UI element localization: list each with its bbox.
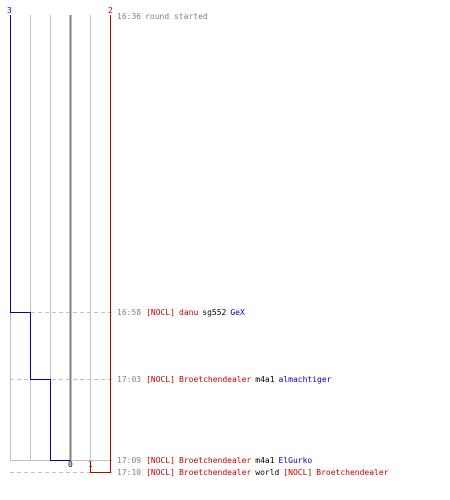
killer-name: Broetchendealer	[179, 375, 251, 384]
victim-name: Broetchendealer	[316, 468, 388, 477]
kill-event-row: 17:03 [NOCL] Broetchendealer m4a1 almachtige…	[117, 375, 332, 384]
kill-event-row: 16:58 [NOCL] danu sg552 GeX	[117, 308, 245, 317]
killer-clan-tag: [NOCL]	[146, 308, 175, 317]
killer-clan-tag: [NOCL]	[146, 456, 175, 465]
victim-name: ElGurko	[279, 456, 313, 465]
weapon-name: m4a1	[255, 375, 274, 384]
killer-name: danu	[179, 308, 198, 317]
kill-event-row: 17:10 [NOCL] Broetchendealer world [NOCL] Bro…	[117, 468, 389, 477]
log-time: 16:58	[117, 308, 141, 317]
killer-name: Broetchendealer	[179, 456, 251, 465]
red-team-line	[90, 15, 111, 473]
weapon-name: m4a1	[255, 456, 274, 465]
killer-clan-tag: [NOCL]	[146, 468, 175, 477]
victim-clan-tag: [NOCL]	[283, 468, 312, 477]
kill-event-row: 17:09 [NOCL] Broetchendealer m4a1 ElGurko	[117, 456, 312, 465]
log-time: 17:10	[117, 468, 141, 477]
killer-name: Broetchendealer	[179, 468, 251, 477]
weapon-name: world	[255, 468, 279, 477]
victim-name: almachtiger	[279, 375, 332, 384]
log-time: 17:03	[117, 375, 141, 384]
blue-count-label: 3	[7, 6, 12, 15]
blue-team-line	[10, 15, 71, 461]
weapon-name: sg552	[202, 308, 226, 317]
center-value-label: 0	[68, 460, 73, 469]
killer-clan-tag: [NOCL]	[146, 375, 175, 384]
victim-name: GeX	[230, 308, 245, 317]
round-start-text: round started	[145, 12, 208, 21]
red-marker-label: 1	[88, 460, 93, 469]
log-time: 17:09	[117, 456, 141, 465]
red-count-label: 2	[108, 6, 113, 15]
round-start-entry: 16:36 round started	[117, 12, 208, 21]
log-time: 16:36	[117, 12, 141, 21]
